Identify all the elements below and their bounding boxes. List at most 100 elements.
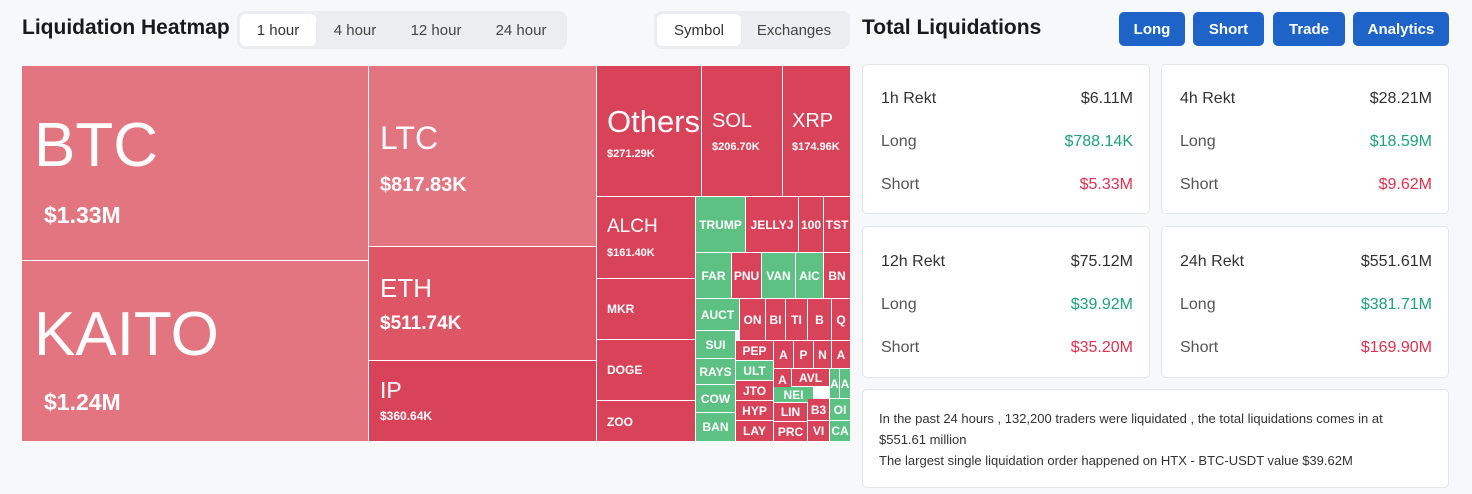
heatmap-small-cell[interactable]: HYP xyxy=(736,401,774,421)
heatmap-small-cell[interactable]: ULT xyxy=(736,361,774,381)
heatmap-small-cell[interactable]: LIN xyxy=(774,403,808,422)
heatmap-small-cell[interactable]: BN xyxy=(824,253,850,299)
heatmap-small-cell[interactable]: A xyxy=(840,369,850,399)
cell-value: $1.33M xyxy=(44,202,121,228)
heatmap-small-cell[interactable]: CA xyxy=(830,421,850,442)
long-label: Long xyxy=(881,133,917,150)
heatmap-small-cell[interactable]: VI xyxy=(808,421,830,442)
trade-button[interactable]: Trade xyxy=(1273,12,1345,46)
rekt-card-12h: 12h Rekt $75.12M Long $39.92M Short $35.20M xyxy=(862,226,1150,378)
cell-symbol: IP xyxy=(380,377,402,403)
heatmap-small-cell[interactable]: BAN xyxy=(696,413,736,442)
long-value: $381.71M xyxy=(1360,296,1432,313)
heatmap-cell-btc[interactable]: BTC $1.33M xyxy=(22,66,369,261)
long-button[interactable]: Long xyxy=(1119,12,1185,46)
heatmap-small-cell[interactable]: TI xyxy=(786,299,808,341)
heatmap-small-cell[interactable]: B xyxy=(808,299,832,341)
short-button[interactable]: Short xyxy=(1193,12,1264,46)
heatmap-small-cell[interactable]: AVL xyxy=(792,369,830,387)
cell-value: $511.74K xyxy=(380,313,462,334)
total-value: $75.12M xyxy=(1070,253,1133,270)
heatmap-cell-alch[interactable]: ALCH $161.40K xyxy=(597,197,696,279)
period-label: 1h Rekt xyxy=(881,90,937,107)
heatmap-cell-sol[interactable]: SOL $206.70K xyxy=(702,66,783,197)
cell-symbol: BTC xyxy=(34,111,158,180)
summary-line-2: The largest single liquidation order hap… xyxy=(879,453,1353,468)
rekt-card-1h: 1h Rekt $6.11M Long $788.14K Short $5.33M xyxy=(862,64,1150,214)
total-value: $28.21M xyxy=(1369,90,1432,107)
heatmap-small-cell[interactable]: A xyxy=(774,341,794,369)
heatmap-cell-zoo[interactable]: ZOO xyxy=(597,401,696,442)
liquidation-summary: In the past 24 hours , 132,200 traders w… xyxy=(862,389,1449,488)
heatmap-small-cell[interactable]: N xyxy=(814,341,832,369)
cell-value: $817.83K xyxy=(380,174,467,196)
heatmap-title: Liquidation Heatmap xyxy=(22,16,230,39)
heatmap-small-cell[interactable]: SUI xyxy=(696,331,736,359)
cell-symbol: SOL xyxy=(712,110,753,132)
long-value: $18.59M xyxy=(1369,133,1432,150)
tab-1-hour[interactable]: 1 hour xyxy=(240,14,316,46)
heatmap-small-cell[interactable]: RAYS xyxy=(696,359,736,385)
period-label: 4h Rekt xyxy=(1180,90,1236,107)
heatmap-small-cell[interactable]: PNU xyxy=(732,253,762,299)
heatmap-small-cell[interactable]: OI xyxy=(830,399,850,421)
heatmap-small-cell[interactable]: PEP xyxy=(736,341,774,361)
heatmap-cell-xrp[interactable]: XRP $174.96K xyxy=(783,66,850,197)
total-value: $551.61M xyxy=(1360,253,1432,270)
heatmap-small-cell[interactable]: PRC xyxy=(774,422,808,442)
heatmap-small-cell[interactable]: JELLYJ xyxy=(746,197,799,253)
heatmap-small-cell[interactable]: Q xyxy=(832,299,850,341)
cell-symbol: MKR xyxy=(607,302,635,316)
long-label: Long xyxy=(1180,296,1216,313)
rekt-card-24h: 24h Rekt $551.61M Long $381.71M Short $169.… xyxy=(1161,226,1449,378)
heatmap-cell-ltc[interactable]: LTC $817.83K xyxy=(369,66,597,247)
short-label: Short xyxy=(1180,176,1219,193)
cell-value: $206.70K xyxy=(712,141,760,153)
heatmap-small-cell[interactable]: AUCT xyxy=(696,299,740,331)
long-label: Long xyxy=(881,296,917,313)
heatmap-small-cell[interactable]: FAR xyxy=(696,253,732,299)
short-label: Short xyxy=(881,339,920,356)
heatmap-small-cell[interactable]: AIC xyxy=(796,253,824,299)
cell-symbol: ZOO xyxy=(607,415,633,429)
tab-24-hour[interactable]: 24 hour xyxy=(495,21,547,39)
heatmap-small-cell[interactable]: LAY xyxy=(736,421,774,442)
long-value: $788.14K xyxy=(1064,133,1133,150)
heatmap-small-cell[interactable]: A xyxy=(830,369,840,399)
cell-value: $1.24M xyxy=(44,389,121,415)
heatmap-small-cell[interactable]: B3 xyxy=(808,399,830,421)
tab-exchanges[interactable]: Exchanges xyxy=(756,21,832,39)
heatmap-cell-doge[interactable]: DOGE xyxy=(597,340,696,401)
cell-value: $360.64K xyxy=(380,409,433,423)
heatmap-cell-eth[interactable]: ETH $511.74K xyxy=(369,247,597,361)
cell-symbol: XRP xyxy=(792,110,834,132)
heatmap-small-cell[interactable]: 100 xyxy=(799,197,824,253)
cell-symbol: KAITO xyxy=(34,300,219,369)
tab-symbol[interactable]: Symbol xyxy=(657,14,741,46)
heatmap-cell-kaito[interactable]: KAITO $1.24M xyxy=(22,261,369,442)
heatmap-small-cell[interactable]: COW xyxy=(696,385,736,413)
heatmap-small-cell[interactable]: A xyxy=(832,341,850,369)
tab-12-hour[interactable]: 12 hour xyxy=(410,21,462,39)
analytics-button[interactable]: Analytics xyxy=(1353,12,1449,46)
cell-value: $161.40K xyxy=(607,247,655,259)
heatmap-cell-mkr[interactable]: MKR xyxy=(597,279,696,340)
heatmap-small-cell[interactable]: TRUMP xyxy=(696,197,746,253)
short-value: $169.90M xyxy=(1360,339,1432,356)
cell-value: $174.96K xyxy=(792,141,840,153)
period-label: 12h Rekt xyxy=(881,253,946,270)
heatmap-small-cell[interactable]: TST xyxy=(824,197,850,253)
short-label: Short xyxy=(1180,339,1219,356)
group-by-tabs: Symbol Exchanges xyxy=(654,11,850,49)
heatmap-cell-ip[interactable]: IP $360.64K xyxy=(369,361,597,442)
heatmap-small-cell[interactable]: NEI xyxy=(774,387,814,403)
heatmap-small-cell[interactable]: VAN xyxy=(762,253,796,299)
short-label: Short xyxy=(881,176,920,193)
heatmap-small-cell[interactable]: P xyxy=(794,341,814,369)
heatmap-small-cell[interactable]: JTO xyxy=(736,381,774,401)
total-value: $6.11M xyxy=(1080,90,1133,107)
heatmap-small-cell[interactable]: BI xyxy=(766,299,786,341)
heatmap-small-cell[interactable]: ON xyxy=(740,299,766,341)
heatmap-cell-others[interactable]: Others $271.29K xyxy=(597,66,702,197)
tab-4-hour[interactable]: 4 hour xyxy=(333,21,377,39)
